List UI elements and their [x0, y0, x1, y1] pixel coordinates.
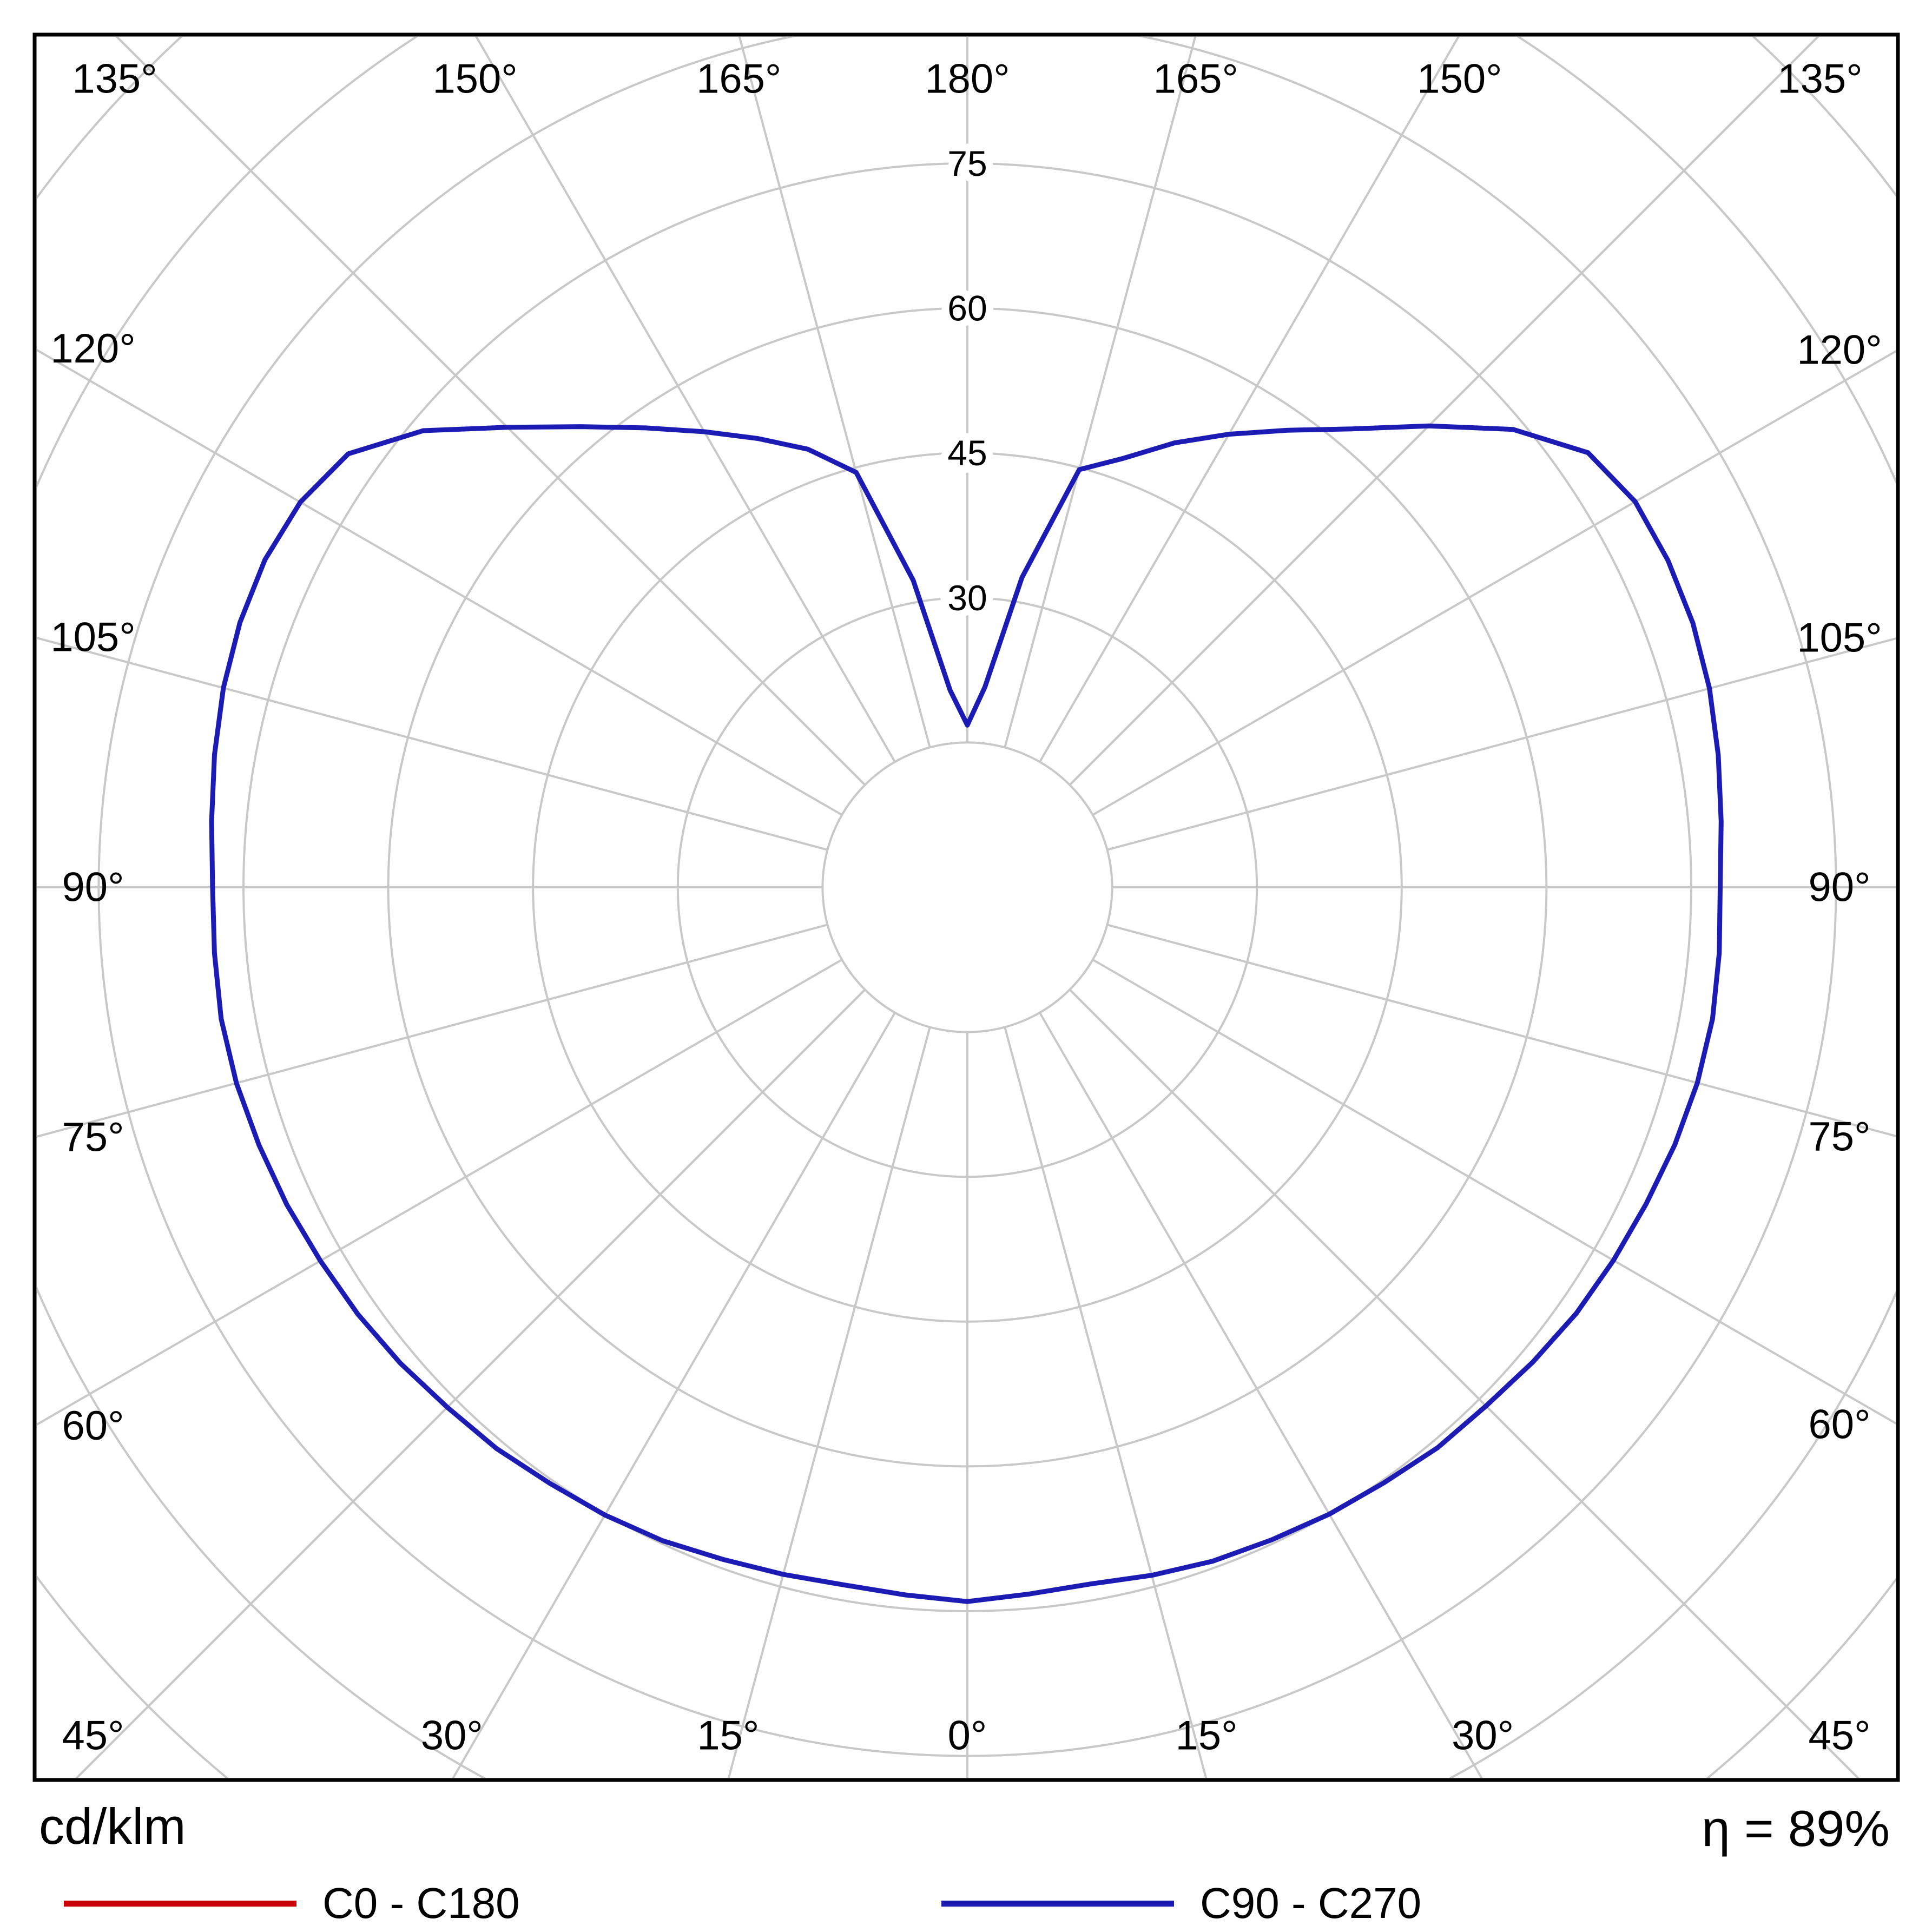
- legend-label-c90-c270: C90 - C270: [1200, 1879, 1422, 1927]
- radius-tick-label: 30: [947, 578, 987, 618]
- angle-tick-label: 135°: [72, 56, 157, 102]
- grid-radial-line: [37, 637, 828, 851]
- angle-tick-label: 165°: [1153, 56, 1238, 102]
- c90-c270-line-swatch: [941, 1900, 1174, 1907]
- grid-radial-line: [475, 37, 896, 763]
- angle-tick-label: 150°: [1417, 56, 1502, 102]
- radius-tick-label: 75: [947, 143, 987, 183]
- grid-radial-line: [738, 37, 931, 748]
- angle-tick-label: 60°: [62, 1403, 124, 1449]
- angle-tick-label: 120°: [1797, 327, 1882, 373]
- grid-radial-line: [1069, 37, 1819, 786]
- angle-tick-label: 105°: [1797, 615, 1882, 661]
- grid-radial-line: [115, 37, 866, 786]
- grid-radial-line: [1106, 637, 1896, 851]
- angle-tick-label: 45°: [1809, 1713, 1871, 1759]
- angle-tick-label: 45°: [62, 1713, 124, 1759]
- grid-radial-line: [1039, 1012, 1483, 1778]
- angle-tick-label: 150°: [432, 56, 517, 102]
- grid-radial-line: [1106, 924, 1896, 1137]
- angle-tick-label: 165°: [696, 56, 781, 102]
- angle-tick-label: 15°: [697, 1713, 759, 1759]
- grid-radial-line: [75, 988, 866, 1778]
- grid-radial-line: [727, 1026, 931, 1778]
- angle-tick-label: 90°: [62, 865, 124, 911]
- radius-tick-label: 60: [947, 288, 987, 328]
- grid-radial-line: [1069, 988, 1860, 1778]
- angle-tick-label: 75°: [62, 1114, 124, 1160]
- legend-item-c90-c270: C90 - C270: [941, 1882, 1421, 1925]
- angle-tick-label: 15°: [1176, 1713, 1238, 1759]
- grid-radial-line: [1039, 37, 1460, 763]
- legend-item-c0-c180: C0 - C180: [64, 1882, 520, 1925]
- angle-tick-label: 135°: [1777, 56, 1862, 102]
- grid-radial-line: [1004, 37, 1197, 748]
- grid-radial-line: [37, 924, 828, 1138]
- units-label: cd/klm: [39, 1798, 186, 1855]
- angle-tick-label: 75°: [1809, 1113, 1871, 1159]
- legend-label-c0-c180: C0 - C180: [322, 1879, 520, 1927]
- angle-tick-label: 0°: [948, 1713, 987, 1759]
- angle-tick-label: 30°: [421, 1713, 483, 1759]
- angle-tick-label: 90°: [1809, 865, 1871, 911]
- radius-tick-label: 45: [947, 433, 987, 473]
- grid-radial-line: [1092, 959, 1896, 1425]
- grid-radial-line: [1004, 1026, 1208, 1778]
- grid-radial-line: [37, 959, 843, 1426]
- efficiency-value: η = 89%: [1702, 1800, 1890, 1857]
- c0-c180-line-swatch: [64, 1900, 296, 1907]
- angle-tick-label: 180°: [925, 56, 1010, 102]
- angle-tick-label: 105°: [50, 615, 135, 661]
- plot-frame-border: [32, 32, 1900, 1782]
- grid-radial-line: [37, 348, 843, 816]
- grid-radial-line: [452, 1012, 896, 1778]
- angle-tick-label: 120°: [50, 326, 135, 372]
- grid-radial-line: [1092, 350, 1896, 816]
- c90-c270-curve: [209, 423, 1724, 1604]
- angle-tick-label: 60°: [1809, 1402, 1871, 1448]
- angle-tick-label: 30°: [1452, 1713, 1514, 1759]
